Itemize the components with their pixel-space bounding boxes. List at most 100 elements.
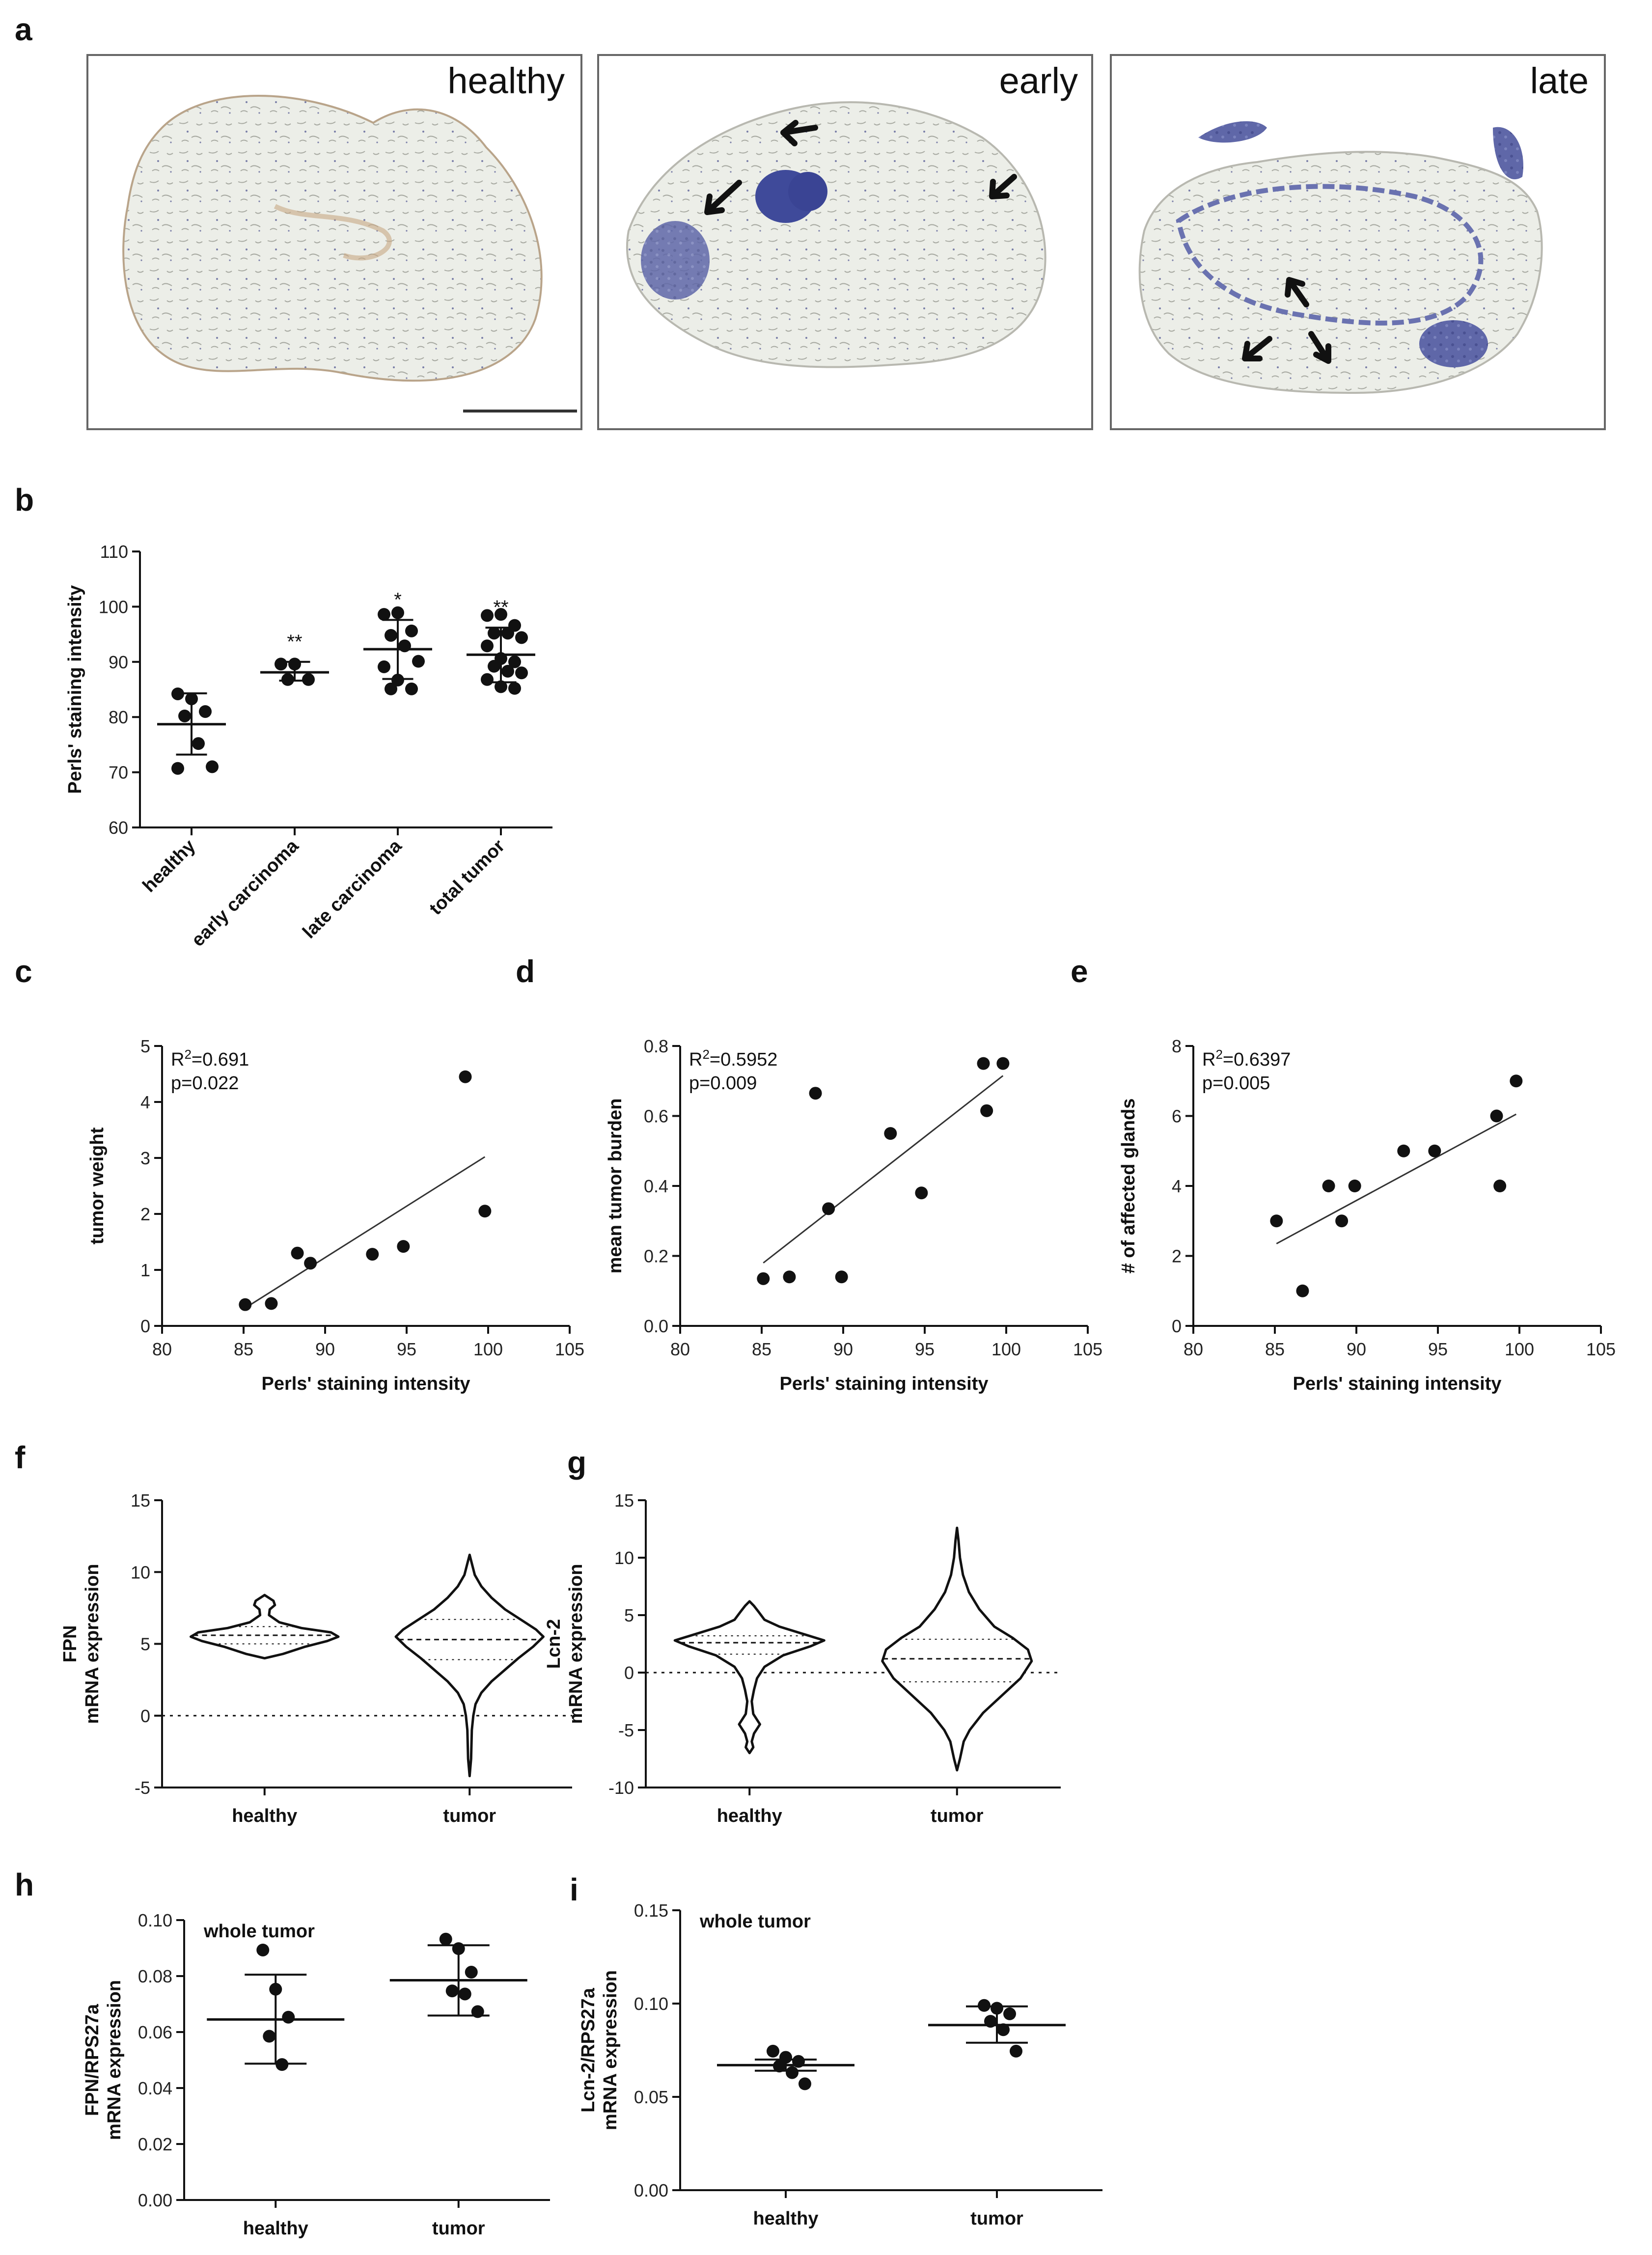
r-squared-label: R2=0.6397 (1202, 1047, 1291, 1070)
tissue-section-early (626, 101, 1046, 368)
y-tick-label: 0.4 (644, 1176, 668, 1196)
p-value-label: p=0.005 (1202, 1073, 1270, 1094)
r-squared-label: R2=0.5952 (689, 1047, 777, 1070)
data-point (291, 1246, 304, 1260)
chart-panel-b: b 60 70 80 90 100 110 Perls' staining intensity… (15, 482, 552, 951)
chart-panel-c: c 0 1 2 3 4 5 tumor weight 80 85 90 95 100 105 Perls' … (15, 954, 584, 1394)
y-tick-label: 0 (624, 1663, 634, 1683)
y-axis-label: mRNA expression (104, 1980, 125, 2140)
significance-label: ** (287, 631, 302, 653)
violin-shape (673, 1600, 826, 1755)
inner-title: whole tumor (699, 1911, 811, 1932)
violin-shape (394, 1553, 545, 1778)
data-point (1003, 2007, 1016, 2020)
y-tick-label: 60 (109, 818, 128, 838)
data-point (779, 2051, 792, 2064)
data-point (980, 1104, 993, 1117)
y-tick-label: 15 (614, 1490, 634, 1511)
data-point (495, 680, 507, 693)
data-point (459, 1070, 472, 1083)
image-late: late (1110, 54, 1606, 430)
data-point (439, 1932, 452, 1946)
data-point (1428, 1144, 1441, 1157)
data-point (792, 2055, 805, 2068)
image-label-early: early (999, 60, 1078, 101)
data-point (773, 2060, 786, 2073)
y-axis-label: mRNA expression (600, 1970, 621, 2130)
x-axis-label: Perls' staining intensity (779, 1374, 988, 1394)
data-point (508, 655, 521, 668)
y-tick-label: 4 (140, 1092, 150, 1112)
x-tick-label: 85 (752, 1339, 771, 1359)
data-point (192, 737, 205, 750)
y-tick-label: 6 (1172, 1106, 1182, 1127)
data-point (185, 692, 198, 706)
y-tick-label: 70 (109, 763, 128, 783)
data-point (385, 682, 397, 695)
panel-letter: b (15, 482, 34, 518)
data-point (405, 682, 418, 695)
y-axis-label: FPN/RPS27a (82, 2004, 103, 2116)
x-axis-label: Perls' staining intensity (261, 1374, 470, 1394)
chart-panel-g: g -10 -5 0 5 10 15 Lcn-2 mRNA expression healthy t… (544, 1445, 1061, 1826)
data-point (757, 1272, 770, 1285)
y-tick-label: 0.8 (644, 1036, 668, 1056)
data-point (275, 658, 287, 671)
y-tick-label: 0.0 (644, 1316, 668, 1336)
data-point (977, 1057, 990, 1070)
y-tick-label: 15 (131, 1490, 150, 1511)
data-point (786, 2066, 798, 2079)
y-tick-label: 5 (140, 1036, 150, 1056)
y-tick-label: 0.15 (634, 1900, 668, 1921)
y-tick-label: 0.05 (634, 2087, 668, 2107)
x-axis-label: Perls' staining intensity (1293, 1374, 1501, 1394)
y-tick-label: 0.08 (138, 1966, 172, 1986)
regression-line (245, 1156, 486, 1309)
x-tick-label: tumor (931, 1806, 984, 1826)
image-label-healthy: healthy (447, 60, 565, 101)
y-tick-label: 10 (131, 1562, 150, 1582)
y-axis-label: mRNA expression (82, 1564, 103, 1724)
x-tick-label: early carcinoma (188, 835, 303, 951)
x-tick-label: 100 (991, 1339, 1021, 1359)
data-point (1335, 1214, 1349, 1228)
data-point (984, 2015, 997, 2028)
data-point (405, 624, 418, 637)
y-tick-label: 0 (140, 1706, 150, 1726)
panel-letter: e (1071, 954, 1088, 989)
data-point (767, 2044, 779, 2058)
y-tick-label: -5 (135, 1778, 150, 1798)
y-tick-label: 80 (109, 707, 128, 727)
data-point (501, 664, 514, 678)
data-point (171, 687, 184, 700)
y-tick-label: 5 (140, 1634, 150, 1654)
data-point (822, 1202, 835, 1215)
data-point (515, 666, 528, 680)
x-tick-label: 100 (1505, 1339, 1534, 1359)
y-tick-label: 0.00 (138, 2190, 172, 2210)
arrow-icon (704, 120, 1017, 215)
image-healthy: healthy (86, 54, 582, 430)
data-point (501, 627, 514, 640)
chart-panel-f: f -5 0 5 10 15 FPN mRNA expression healthy tumor (15, 1440, 572, 1826)
x-tick-label: 80 (670, 1339, 690, 1359)
image-label-late: late (1530, 60, 1589, 101)
x-tick-label: total tumor (425, 836, 509, 919)
x-tick-label: healthy (139, 836, 200, 897)
data-point (1490, 1109, 1503, 1123)
data-point (835, 1270, 848, 1284)
y-tick-label: -10 (608, 1778, 634, 1798)
data-point (978, 1999, 991, 2012)
data-point (1397, 1144, 1410, 1157)
y-tick-label: 0.02 (138, 2134, 172, 2154)
y-tick-label: 90 (109, 652, 128, 672)
y-tick-label: 2 (140, 1204, 150, 1224)
data-point (452, 1942, 465, 1955)
significance-label: ** (493, 597, 508, 618)
x-tick-label: 95 (397, 1339, 416, 1359)
y-tick-label: 0.6 (644, 1106, 668, 1127)
data-point (304, 1257, 317, 1270)
r-squared-label: R2=0.691 (171, 1047, 249, 1070)
data-point (488, 627, 500, 640)
y-axis-label: mRNA expression (566, 1564, 586, 1724)
